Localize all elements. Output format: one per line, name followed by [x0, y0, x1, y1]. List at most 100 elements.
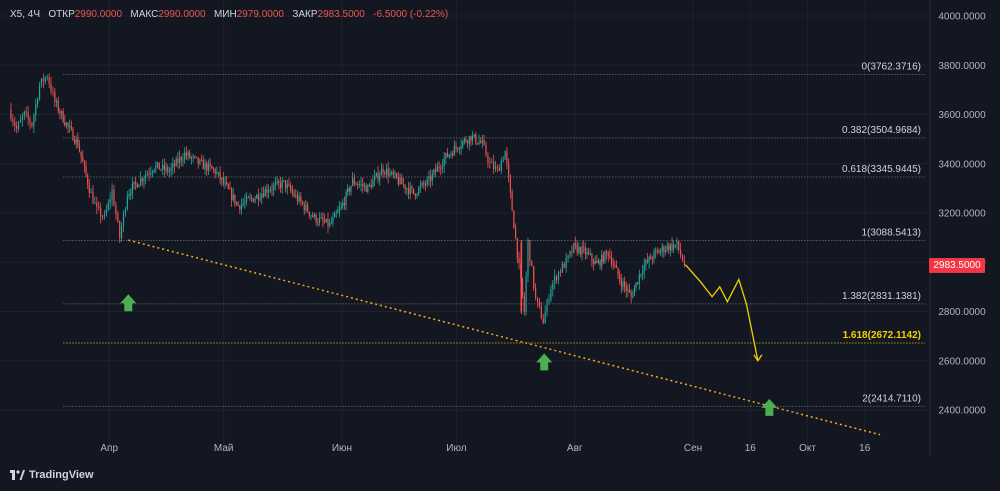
- candle-body: [109, 199, 111, 203]
- candle-body: [506, 151, 508, 164]
- tradingview-brand[interactable]: TradingView: [10, 469, 94, 481]
- up-arrow-icon[interactable]: [761, 398, 778, 416]
- candle-body: [669, 243, 672, 251]
- candle-body: [291, 190, 293, 193]
- candle-body: [128, 194, 130, 197]
- candle-body: [266, 189, 268, 193]
- arrow-markers[interactable]: [120, 294, 778, 416]
- candle-body: [269, 189, 271, 191]
- candle-body: [293, 192, 295, 197]
- candle-body: [350, 185, 352, 192]
- candle-body: [195, 156, 198, 158]
- projection-path[interactable]: [684, 264, 763, 362]
- candle-body: [586, 251, 588, 255]
- candle-body: [642, 271, 644, 275]
- candle-body: [303, 203, 305, 211]
- candle-body: [567, 255, 569, 259]
- candle-body: [478, 141, 480, 144]
- candle-body: [401, 177, 403, 184]
- candle-body: [473, 134, 475, 136]
- candle-body: [379, 175, 381, 180]
- candle-body: [315, 214, 317, 223]
- candle-body: [150, 172, 152, 174]
- candle-body: [201, 159, 203, 161]
- candle-body: [148, 173, 150, 175]
- candle-body: [579, 247, 582, 255]
- candle-body: [221, 177, 223, 180]
- fib-level-label: 1(3088.5413): [862, 227, 922, 238]
- candle-body: [578, 247, 580, 253]
- open-value: 2990.0000: [74, 9, 123, 20]
- close-value: 2983.5000: [317, 9, 365, 20]
- candle-body: [262, 193, 265, 197]
- candle-body: [69, 126, 71, 128]
- fibonacci-levels[interactable]: 0(3762.3716) 0.382(3504.9684) 0.618(3345.9…: [63, 62, 925, 407]
- candle-body: [329, 223, 331, 227]
- last-price-tag: 2983.5000: [929, 258, 985, 273]
- candle-body: [180, 157, 182, 161]
- candle-body: [27, 112, 29, 119]
- candle-body: [242, 203, 244, 205]
- candle-body: [82, 156, 84, 162]
- candle-body: [620, 280, 622, 287]
- symbol-label[interactable]: X5, 4Ч: [10, 9, 41, 20]
- candle-body: [411, 186, 413, 189]
- candle-body: [659, 250, 662, 254]
- candle-body: [256, 194, 258, 199]
- candle-body: [17, 122, 20, 129]
- candle-body: [681, 255, 684, 261]
- candle-body: [52, 91, 54, 93]
- candle-body: [31, 123, 33, 127]
- candle-body: [475, 134, 477, 144]
- candle-body: [87, 175, 89, 185]
- candle-body: [247, 196, 249, 198]
- time-axis[interactable]: Апр Май Июн Июл Авг Сен 16 Окт 16: [100, 443, 870, 454]
- candle-body: [678, 240, 680, 250]
- projection-line[interactable]: [684, 264, 759, 361]
- candle-body: [573, 243, 575, 253]
- candle-body: [175, 158, 177, 167]
- candle-body: [683, 260, 686, 266]
- candle-body: [189, 152, 191, 158]
- candle-body: [402, 183, 405, 185]
- candle-body: [216, 172, 218, 174]
- candle-body: [37, 99, 39, 105]
- candle-body: [544, 312, 546, 324]
- price-tick-label: 3800.0000: [938, 61, 986, 72]
- candle-body: [609, 255, 611, 258]
- candle-body: [357, 184, 359, 186]
- candle-body: [155, 165, 157, 170]
- candle-body: [40, 78, 43, 85]
- candle-body: [372, 180, 374, 188]
- candle-body: [301, 201, 304, 204]
- candle-body: [574, 243, 577, 245]
- candle-body: [271, 189, 273, 191]
- candle-body: [343, 202, 346, 206]
- candle-body: [399, 177, 401, 185]
- candle-body: [370, 184, 372, 188]
- candle-body: [455, 146, 457, 148]
- candle-body: [296, 194, 299, 202]
- candle-body: [184, 152, 186, 160]
- candle-body: [468, 136, 470, 144]
- candle-body: [229, 188, 231, 190]
- fib-level-label: 0.618(3345.9445): [842, 164, 921, 175]
- candle-body: [88, 184, 90, 193]
- up-arrow-icon[interactable]: [536, 353, 553, 371]
- candle-body: [244, 201, 246, 204]
- candle-body: [661, 246, 663, 251]
- candle-body: [211, 165, 213, 169]
- candle-body: [72, 128, 74, 141]
- candle-body: [165, 167, 167, 171]
- candle-body: [209, 163, 211, 166]
- candle-body: [514, 228, 517, 238]
- candle-body: [83, 161, 86, 166]
- candle-body: [54, 91, 56, 103]
- candle-body: [286, 184, 288, 189]
- candle-body: [446, 153, 449, 157]
- up-arrow-icon[interactable]: [120, 294, 137, 312]
- candle-body: [599, 260, 601, 266]
- candle-body: [279, 183, 282, 188]
- candle-body: [348, 188, 350, 192]
